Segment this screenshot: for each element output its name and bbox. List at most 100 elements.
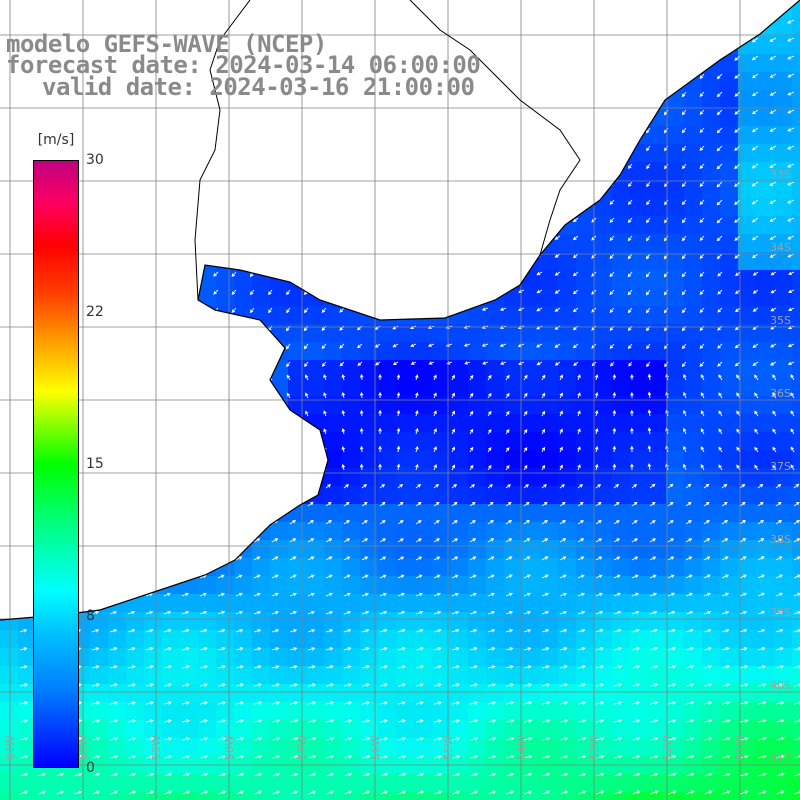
wind-cell <box>486 594 505 613</box>
wind-arrow <box>199 719 208 723</box>
wind-arrow <box>451 446 455 453</box>
wind-arrow <box>217 592 225 597</box>
wind-arrow <box>361 719 371 723</box>
wind-arrow <box>613 610 622 615</box>
wind-arrow <box>699 361 705 368</box>
wind-cell <box>756 72 775 91</box>
wind-cell <box>450 432 469 451</box>
wind-arrow <box>253 719 263 723</box>
wind-arrow <box>631 754 641 759</box>
wind-cell <box>414 738 433 757</box>
wind-arrow <box>700 410 705 417</box>
wind-cell <box>648 378 667 397</box>
wind-cell <box>720 54 739 73</box>
wind-arrow <box>341 446 346 453</box>
wind-arrow <box>199 737 208 741</box>
wind-arrow <box>703 610 712 615</box>
wind-cell <box>252 288 271 307</box>
wind-cell <box>558 234 577 253</box>
wind-arrow <box>734 91 741 97</box>
wind-cell <box>738 378 757 397</box>
wind-arrow <box>595 520 602 525</box>
wind-cell <box>324 684 343 703</box>
wind-cell <box>540 396 559 415</box>
wind-arrow <box>775 772 785 777</box>
wind-cell <box>756 234 775 253</box>
wind-cell <box>378 576 397 595</box>
wind-arrow <box>307 790 317 795</box>
wind-arrow <box>664 163 669 170</box>
wind-cell <box>630 774 649 793</box>
wind-arrow <box>682 463 687 471</box>
wind-arrow <box>343 574 351 579</box>
wind-arrow <box>664 217 669 224</box>
wind-cell <box>648 702 667 721</box>
wind-arrow <box>734 73 741 79</box>
wind-arrow <box>433 374 437 381</box>
wind-arrow <box>397 592 406 597</box>
wind-cell <box>216 720 235 739</box>
wind-cell <box>378 594 397 613</box>
wind-arrow <box>433 790 443 795</box>
wind-cell <box>774 612 793 631</box>
wind-cell <box>396 522 415 541</box>
wind-cell <box>594 360 613 379</box>
wind-arrow <box>433 464 437 471</box>
wind-arrow <box>19 790 29 795</box>
wind-arrow <box>271 538 279 543</box>
wind-cell <box>684 144 703 163</box>
wind-cell <box>594 450 613 469</box>
wind-arrow <box>699 271 705 277</box>
wind-cell <box>756 594 775 613</box>
wind-cell <box>342 486 361 505</box>
wind-cell <box>414 702 433 721</box>
wind-cell <box>576 540 595 559</box>
wind-cell <box>324 432 343 451</box>
wind-arrow <box>717 271 723 277</box>
wind-arrow <box>163 754 173 759</box>
wind-cell <box>486 522 505 541</box>
wind-cell <box>288 666 307 685</box>
wind-cell <box>540 270 559 289</box>
wind-cell <box>162 666 181 685</box>
wind-cell <box>702 72 721 91</box>
wind-cell <box>396 558 415 577</box>
wind-arrow <box>613 665 623 669</box>
wind-arrow <box>343 683 352 687</box>
wind-cell <box>792 522 800 541</box>
wind-arrow <box>721 736 731 741</box>
wind-arrow <box>663 127 669 134</box>
wind-arrow <box>397 665 406 669</box>
wind-arrow <box>649 538 657 543</box>
wind-cell <box>540 288 559 307</box>
wind-cell <box>288 702 307 721</box>
wind-arrow <box>19 628 28 633</box>
wind-arrow <box>790 410 795 417</box>
wind-arrow <box>572 253 579 259</box>
wind-cell <box>324 522 343 541</box>
wind-arrow <box>770 307 777 312</box>
wind-arrow <box>271 556 279 561</box>
wind-cell <box>540 378 559 397</box>
wind-cell <box>486 774 505 793</box>
wind-arrow <box>685 790 695 795</box>
wind-arrow <box>323 392 327 399</box>
wind-arrow <box>739 628 748 633</box>
wind-cell <box>558 792 577 800</box>
wind-cell <box>126 684 145 703</box>
wind-arrow <box>505 736 515 741</box>
wind-cell <box>558 468 577 487</box>
wind-cell <box>342 630 361 649</box>
wind-arrow <box>752 361 759 366</box>
wind-cell <box>648 666 667 685</box>
wind-arrow <box>379 520 386 525</box>
wind-arrow <box>699 91 705 97</box>
wind-cell <box>270 522 289 541</box>
wind-arrow <box>235 647 244 651</box>
wind-arrow <box>663 253 669 260</box>
wind-arrow <box>685 719 695 723</box>
wind-arrow <box>415 574 423 579</box>
wind-arrow <box>649 772 659 777</box>
wind-cell <box>756 378 775 397</box>
wind-arrow <box>559 392 563 399</box>
